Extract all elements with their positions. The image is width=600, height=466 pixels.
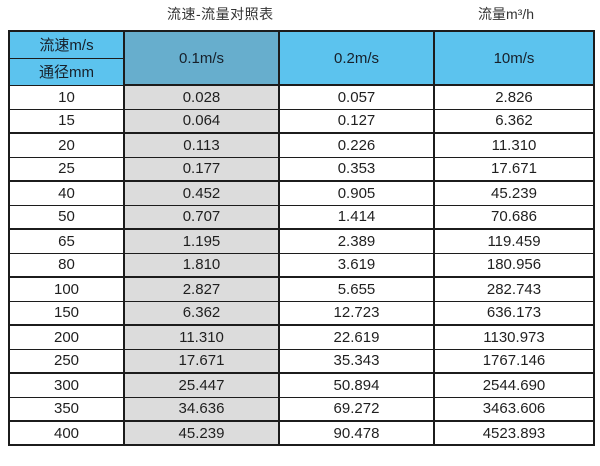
table-row: 20 0.113 0.226 11.310 [8, 132, 595, 158]
table-row: 80 1.810 3.619 180.956 [8, 252, 595, 278]
table-title: 流速-流量对照表 [167, 6, 274, 22]
flow-value-cell: 11.310 [123, 324, 280, 350]
flow-value-cell: 4523.893 [433, 420, 595, 446]
table-row: 25 0.177 0.353 17.671 [8, 156, 595, 182]
flow-value-cell: 17.671 [433, 156, 595, 182]
flow-value-cell: 17.671 [123, 348, 280, 374]
flow-value-cell: 2.827 [123, 276, 280, 302]
table-row: 150 6.362 12.723 636.173 [8, 300, 595, 326]
diameter-cell: 50 [8, 204, 125, 230]
flow-value-cell: 34.636 [123, 396, 280, 422]
diameter-cell: 80 [8, 252, 125, 278]
diameter-cell: 300 [8, 372, 125, 398]
table-row: 200 11.310 22.619 1130.973 [8, 324, 595, 350]
flow-value-cell: 282.743 [433, 276, 595, 302]
table-row: 100 2.827 5.655 282.743 [8, 276, 595, 302]
diameter-cell: 350 [8, 396, 125, 422]
table-body: 10 0.028 0.057 2.826 15 0.064 0.127 6.362 20 0.11… [8, 84, 595, 446]
flow-value-cell: 11.310 [433, 132, 595, 158]
diameter-cell: 150 [8, 300, 125, 326]
flow-value-cell: 0.452 [123, 180, 280, 206]
diameter-cell: 200 [8, 324, 125, 350]
diameter-cell: 15 [8, 108, 125, 134]
flow-value-cell: 2.389 [278, 228, 435, 254]
diameter-cell: 10 [8, 84, 125, 110]
flow-value-cell: 3463.606 [433, 396, 595, 422]
flow-value-cell: 0.057 [278, 84, 435, 110]
flow-value-cell: 45.239 [433, 180, 595, 206]
flow-value-cell: 2544.690 [433, 372, 595, 398]
flow-value-cell: 35.343 [278, 348, 435, 374]
diameter-cell: 250 [8, 348, 125, 374]
flow-unit-label: 流量m³/h [478, 6, 534, 22]
flow-value-cell: 3.619 [278, 252, 435, 278]
column-header-0-2ms: 0.2m/s [278, 30, 435, 86]
flow-value-cell: 0.064 [123, 108, 280, 134]
table-row: 400 45.239 90.478 4523.893 [8, 420, 595, 446]
table-row: 250 17.671 35.343 1767.146 [8, 348, 595, 374]
table-row: 50 0.707 1.414 70.686 [8, 204, 595, 230]
diameter-cell: 40 [8, 180, 125, 206]
table-row: 65 1.195 2.389 119.459 [8, 228, 595, 254]
flow-value-cell: 180.956 [433, 252, 595, 278]
flow-value-cell: 0.353 [278, 156, 435, 182]
column-header-0-1ms: 0.1m/s [123, 30, 280, 86]
flow-value-cell: 69.272 [278, 396, 435, 422]
flow-value-cell: 90.478 [278, 420, 435, 446]
flow-value-cell: 12.723 [278, 300, 435, 326]
diameter-cell: 65 [8, 228, 125, 254]
diameter-cell: 100 [8, 276, 125, 302]
flow-value-cell: 6.362 [123, 300, 280, 326]
flow-value-cell: 1130.973 [433, 324, 595, 350]
flow-value-cell: 0.226 [278, 132, 435, 158]
flow-value-cell: 0.113 [123, 132, 280, 158]
flow-value-cell: 1.195 [123, 228, 280, 254]
flow-value-cell: 0.127 [278, 108, 435, 134]
caption-bar: 流速-流量对照表 流量m³/h [0, 0, 600, 30]
table-row: 15 0.064 0.127 6.362 [8, 108, 595, 134]
flow-value-cell: 50.894 [278, 372, 435, 398]
flow-value-cell: 25.447 [123, 372, 280, 398]
flow-value-cell: 0.905 [278, 180, 435, 206]
flow-value-cell: 6.362 [433, 108, 595, 134]
flow-rate-table: 流速m/s 0.1m/s 0.2m/s 10m/s 通径mm 10 0.028 0.… [8, 30, 595, 446]
table-row: 350 34.636 69.272 3463.606 [8, 396, 595, 422]
flow-value-cell: 22.619 [278, 324, 435, 350]
table-row: 40 0.452 0.905 45.239 [8, 180, 595, 206]
diameter-cell: 20 [8, 132, 125, 158]
flow-value-cell: 0.028 [123, 84, 280, 110]
flow-value-cell: 0.707 [123, 204, 280, 230]
flow-value-cell: 5.655 [278, 276, 435, 302]
flow-value-cell: 0.177 [123, 156, 280, 182]
table-header: 流速m/s 0.1m/s 0.2m/s 10m/s 通径mm [8, 30, 595, 86]
flow-value-cell: 45.239 [123, 420, 280, 446]
diameter-cell: 400 [8, 420, 125, 446]
flow-value-cell: 1.414 [278, 204, 435, 230]
flow-value-cell: 1767.146 [433, 348, 595, 374]
velocity-header-cell: 流速m/s [8, 30, 125, 59]
flow-value-cell: 70.686 [433, 204, 595, 230]
flow-value-cell: 636.173 [433, 300, 595, 326]
diameter-header-cell: 通径mm [8, 57, 125, 86]
table-row: 10 0.028 0.057 2.826 [8, 84, 595, 110]
flow-value-cell: 1.810 [123, 252, 280, 278]
flow-value-cell: 2.826 [433, 84, 595, 110]
table-row: 300 25.447 50.894 2544.690 [8, 372, 595, 398]
flow-value-cell: 119.459 [433, 228, 595, 254]
column-header-10ms: 10m/s [433, 30, 595, 86]
diameter-cell: 25 [8, 156, 125, 182]
